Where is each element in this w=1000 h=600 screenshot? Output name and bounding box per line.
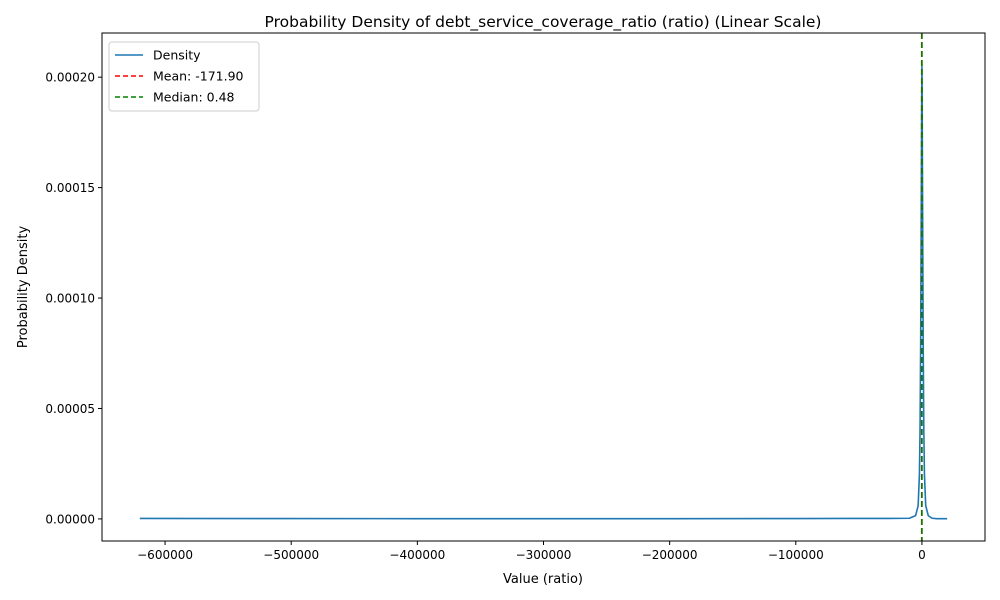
plot-area (139, 33, 948, 541)
x-axis-label: Value (ratio) (503, 572, 583, 587)
x-axis: −600000 −500000 −400000 −300000 −200000 −1000… (137, 541, 926, 562)
x-tick-label: −300000 (516, 548, 572, 562)
y-tick-label: 0.00000 (45, 512, 95, 526)
y-tick-label: 0.00015 (45, 181, 95, 195)
x-tick-label: −400000 (389, 548, 445, 562)
chart-title: Probability Density of debt_service_cove… (265, 13, 822, 32)
legend-item-density-label: Density (153, 48, 201, 63)
x-tick-label: −500000 (263, 548, 319, 562)
y-axis-label: Probability Density (16, 226, 31, 349)
x-tick-label: −200000 (642, 548, 698, 562)
x-tick-label: −600000 (137, 548, 193, 562)
y-tick-label: 0.00010 (45, 292, 95, 306)
legend-item-median-label: Median: 0.48 (153, 90, 235, 105)
legend: Density Mean: -171.90 Median: 0.48 (108, 41, 260, 112)
legend-item-mean-label: Mean: -171.90 (153, 69, 244, 84)
y-axis: 0.00000 0.00005 0.00010 0.00015 0.00020 (45, 71, 102, 526)
x-tick-label: −100000 (768, 548, 824, 562)
legend-box (108, 41, 260, 112)
y-tick-label: 0.00005 (45, 402, 95, 416)
y-tick-label: 0.00020 (45, 71, 95, 85)
x-tick-label: 0 (918, 548, 926, 562)
